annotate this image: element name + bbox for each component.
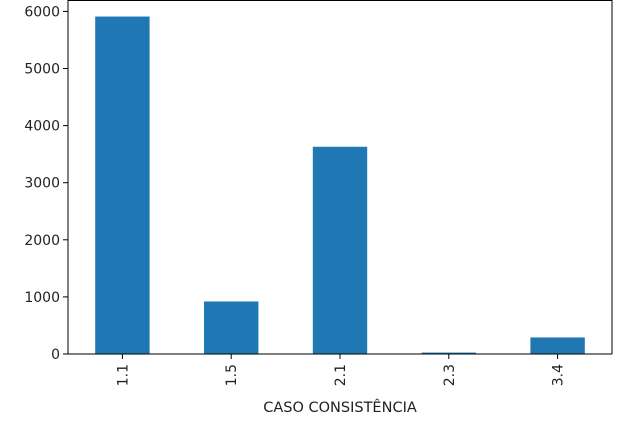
bar-2.3: [421, 352, 476, 354]
y-tick-label: 6000: [24, 4, 60, 20]
x-tick-label: 2.1: [333, 364, 349, 386]
bar-1.5: [204, 301, 259, 354]
y-tick-label: 4000: [24, 119, 60, 135]
x-tick-label: 2.3: [442, 364, 458, 386]
y-tick-label: 1000: [24, 290, 60, 306]
x-axis-label: CASO CONSISTÊNCIA: [263, 398, 417, 416]
bar-2.1: [312, 146, 368, 354]
bars-group: [95, 16, 585, 355]
x-axis: 1.1 1.5 2.1 2.3 3.4: [115, 354, 567, 386]
y-axis: 0 1000 2000 3000 4000 5000 6000: [24, 4, 68, 363]
plot-frame: [67, 0, 613, 355]
y-tick-label: 3000: [24, 176, 60, 192]
y-tick-label: 0: [51, 347, 60, 363]
x-tick-label: 1.5: [224, 364, 240, 386]
y-tick-label: 5000: [24, 62, 60, 78]
x-tick-label: 1.1: [115, 364, 131, 386]
y-tick-label: 2000: [24, 233, 60, 249]
bar-1.1: [95, 16, 150, 355]
bar-3.4: [530, 337, 585, 354]
x-tick-label: 3.4: [551, 364, 567, 386]
